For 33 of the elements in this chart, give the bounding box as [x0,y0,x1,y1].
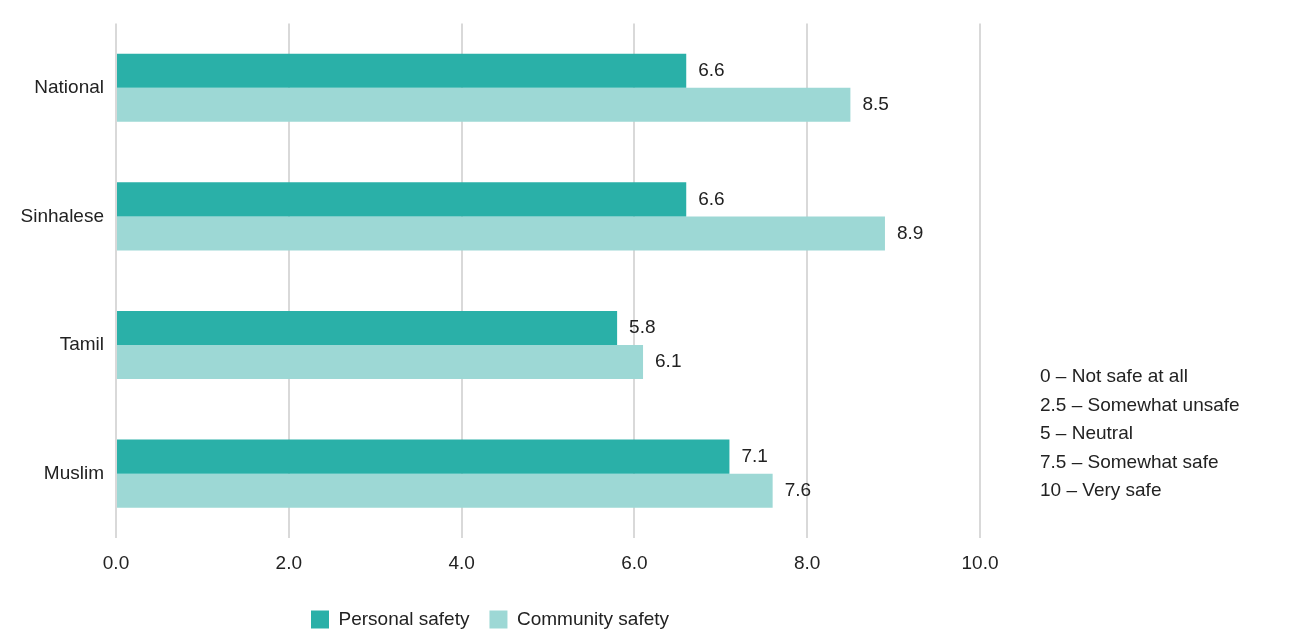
x-tick-label: 2.0 [275,551,303,573]
text: 0 – Not safe at all [1040,365,1188,387]
text: 2.5 – Somewhat unsafe [1040,393,1240,415]
y-tick-label: National [34,75,104,97]
bar [117,216,885,251]
bar [117,439,730,474]
bar [117,345,644,380]
bar [117,310,618,346]
data-label: 6.1 [655,350,682,372]
text: 10 – Very safe [1040,479,1162,501]
data-label: 8.5 [862,93,889,115]
x-tick-label: 10.0 [961,551,999,573]
data-label: 7.1 [741,444,768,466]
y-tick-label: Tamil [59,333,104,355]
bar [117,87,851,122]
bar [117,473,773,508]
x-tick-label: 6.0 [621,551,648,573]
x-tick-label: 0.0 [102,551,130,573]
data-label: 6.6 [698,58,725,80]
data-label: 7.6 [784,478,812,500]
text: 7.5 – Somewhat safe [1040,450,1219,472]
legend-label: Community safety [516,607,670,629]
bar [117,182,687,217]
y-tick-label: Muslim [43,461,104,483]
x-tick-label: 8.0 [793,551,821,573]
bar [117,53,687,88]
data-label: 8.9 [896,221,924,243]
data-label: 6.6 [698,187,725,209]
data-label: 5.8 [629,316,656,338]
y-tick-label: Sinhalese [20,204,104,226]
x-tick-label: 4.0 [448,551,475,573]
legend-label: Personal safety [338,607,470,629]
text: 5 – Neutral [1040,422,1133,444]
